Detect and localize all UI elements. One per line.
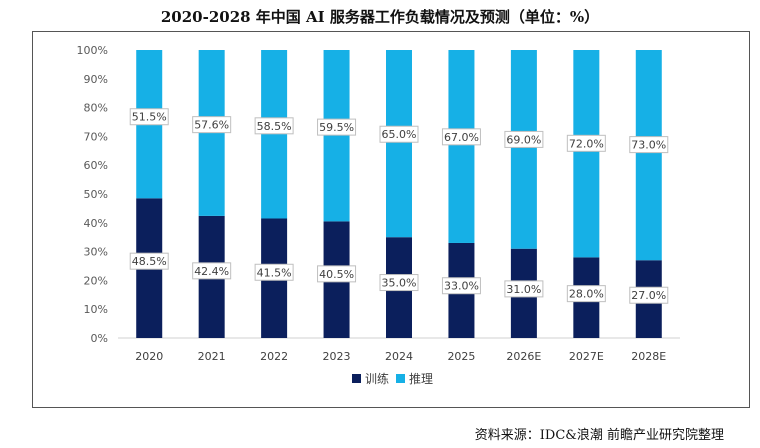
data-label: 42.4%	[194, 265, 229, 278]
y-tick-label: 80%	[84, 102, 108, 115]
data-label-box	[629, 136, 669, 154]
data-label-box	[317, 118, 357, 136]
data-label: 33.0%	[444, 280, 479, 293]
x-tick-label: 2020	[135, 350, 163, 363]
data-label-box	[441, 128, 481, 146]
chart-title: 2020-2028 年中国 AI 服务器工作负载情况及预测（单位：%）	[160, 8, 600, 26]
bar-inference	[573, 50, 600, 258]
data-label: 48.5%	[132, 255, 167, 268]
data-label-box	[566, 285, 606, 303]
x-tick-label: 2023	[323, 350, 351, 363]
data-labels: 48.5% 51.5% 42.4% 57.6% 41.5% 58.5% 40.5% 59.5%…	[129, 108, 669, 304]
bar-inference	[386, 50, 412, 238]
y-tick-label: 60%	[84, 159, 108, 172]
data-label-box	[504, 280, 544, 298]
source-note: 资料来源：IDC&浪潮 前瞻产业研究院整理	[474, 428, 724, 443]
y-tick-label: 10%	[84, 303, 108, 316]
data-label: 72.0%	[569, 137, 604, 150]
data-label-box	[379, 274, 419, 292]
x-tick-label: 2028E	[631, 350, 666, 363]
x-tick-label: 2026E	[506, 350, 541, 363]
data-label-box	[254, 117, 294, 135]
y-tick-label: 0%	[91, 332, 108, 345]
x-tick-label: 2024	[385, 350, 413, 363]
data-label: 67.0%	[444, 131, 479, 144]
data-label-box	[504, 130, 544, 148]
x-tick-label: 2021	[198, 350, 226, 363]
data-label-box	[129, 108, 169, 126]
bar-inference	[510, 50, 537, 249]
y-tick-label: 50%	[84, 188, 108, 201]
legend-label-inference: 推理	[409, 372, 433, 386]
y-tick-label: 100%	[77, 44, 108, 57]
data-label: 57.6%	[194, 119, 229, 132]
data-label-box	[379, 125, 419, 143]
data-label: 69.0%	[506, 133, 541, 146]
data-label: 41.5%	[257, 266, 292, 279]
y-tick-label: 20%	[84, 274, 108, 287]
y-tick-label: 40%	[84, 217, 108, 230]
data-label-box	[317, 265, 357, 283]
legend: 训练 推理	[352, 371, 433, 386]
data-label: 31.0%	[506, 283, 541, 296]
legend-label-training: 训练	[365, 371, 389, 386]
chart-frame	[32, 31, 750, 408]
data-label: 59.5%	[319, 121, 354, 134]
legend-swatch-training	[352, 374, 361, 383]
x-tick-label: 2025	[447, 350, 475, 363]
data-label-box	[566, 134, 606, 152]
y-tick-label: 70%	[84, 130, 108, 143]
y-tick-label: 30%	[84, 246, 108, 259]
data-label: 65.0%	[382, 128, 417, 141]
data-label: 58.5%	[257, 120, 292, 133]
x-tick-label: 2022	[260, 350, 288, 363]
bar-inference	[448, 50, 475, 243]
data-label-box	[192, 116, 232, 134]
legend-swatch-inference	[396, 374, 405, 383]
bar-inference	[323, 50, 350, 222]
x-axis: 2020 2021 2022 2023 2024 2025 2026E 2027E 2028E	[135, 350, 666, 363]
data-label-box	[254, 263, 294, 281]
data-label-box	[129, 252, 169, 270]
data-label: 27.0%	[631, 289, 666, 302]
data-label: 35.0%	[382, 277, 417, 290]
y-tick-label: 90%	[84, 73, 108, 86]
data-label-box	[629, 286, 669, 304]
data-label-box	[441, 277, 481, 295]
data-label: 40.5%	[319, 268, 354, 281]
data-label: 73.0%	[631, 139, 666, 152]
data-label: 28.0%	[569, 288, 604, 301]
data-label: 51.5%	[132, 111, 167, 124]
x-tick-label: 2027E	[569, 350, 604, 363]
data-label-box	[192, 262, 232, 280]
bar-inference	[635, 50, 662, 261]
